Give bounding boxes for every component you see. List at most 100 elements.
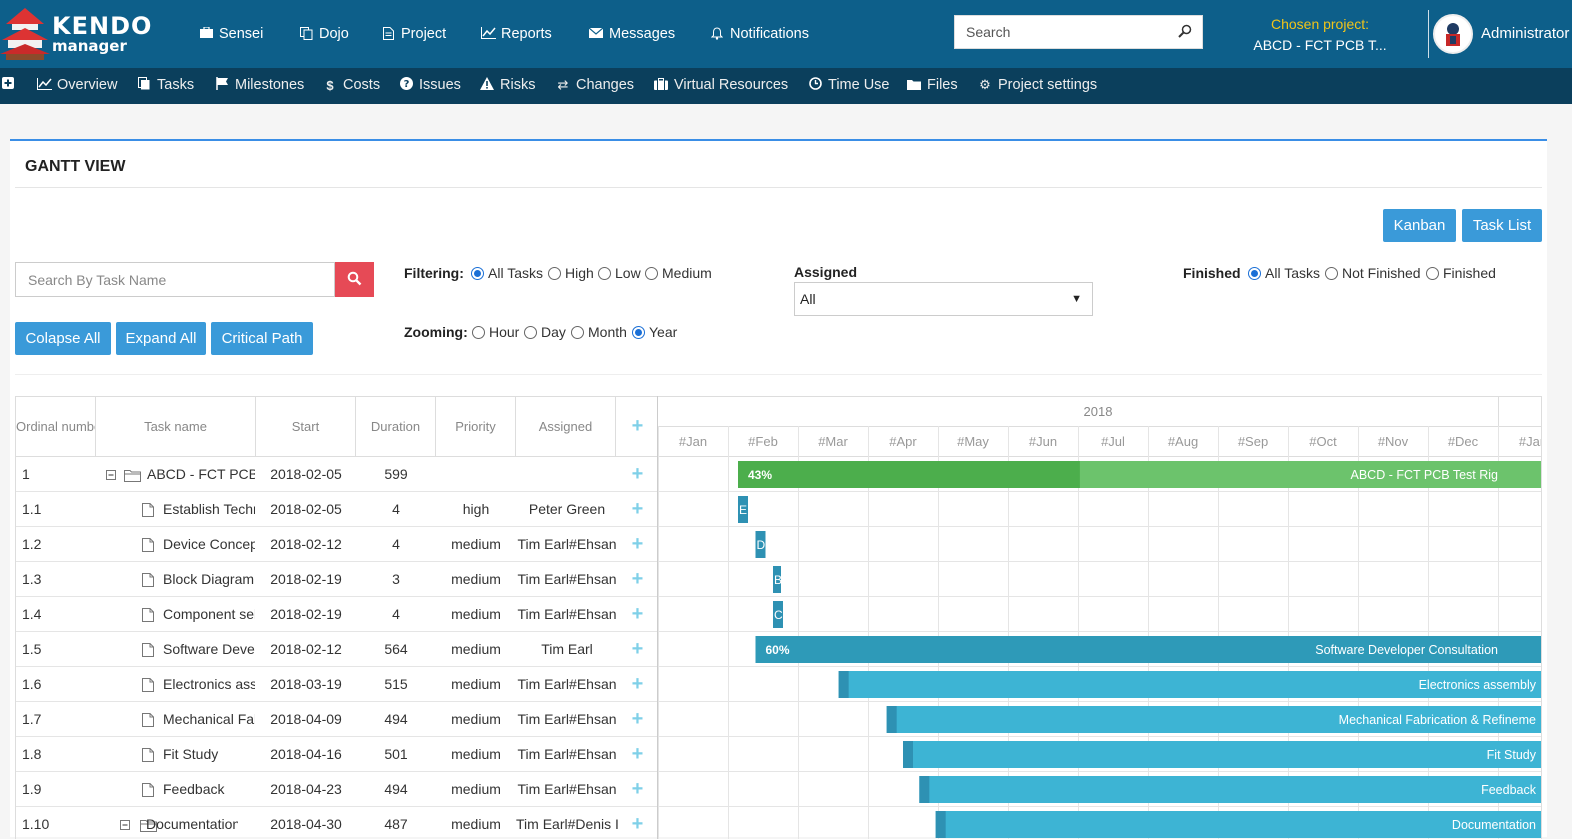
assigned-select[interactable]: All ▼ — [794, 282, 1093, 316]
cell-task-name: Establish Techn — [163, 501, 255, 517]
expand-all-button[interactable]: Expand All — [116, 322, 206, 355]
zoom-hour-radio[interactable]: Hour — [472, 324, 519, 340]
subnav-time-use[interactable]: Time Use — [807, 77, 890, 93]
brand-subtitle: manager — [52, 37, 127, 55]
table-row[interactable]: 1.3 Block Diagram 2018-02-19 3 medium Tim Ear… — [16, 562, 657, 597]
table-row[interactable]: 1.4 Component sele 2018-02-19 4 medium Tim Ea… — [16, 597, 657, 632]
table-row[interactable]: 1.5 Software Develo 2018-02-12 564 medium Tim… — [16, 632, 657, 667]
collapse-toggle-icon[interactable] — [120, 807, 134, 839]
nav-sensei[interactable]: Sensei — [198, 25, 263, 43]
subnav-project-settings[interactable]: ⚙ Project settings — [977, 77, 1097, 93]
search-icon[interactable] — [1178, 24, 1192, 41]
task-bar[interactable] — [738, 496, 748, 523]
assigned-label: Assigned — [794, 264, 858, 280]
month-label: #Jan — [1519, 434, 1542, 449]
svg-text:?: ? — [403, 79, 409, 90]
kanban-button[interactable]: Kanban — [1383, 209, 1456, 242]
collapse-all-button[interactable]: Colapse All — [15, 322, 111, 355]
task-search-input[interactable] — [15, 262, 335, 297]
user-name[interactable]: Administrator — [1481, 25, 1570, 42]
task-list-button[interactable]: Task List — [1462, 209, 1542, 242]
subnav-tasks[interactable]: Tasks — [136, 77, 194, 93]
add-subtask-plus-icon[interactable]: + — [631, 673, 644, 695]
column-priority[interactable]: Priority — [436, 396, 516, 457]
subnav-files[interactable]: Files — [906, 77, 958, 93]
briefcase-icon — [198, 26, 214, 41]
column-task-name[interactable]: Task name — [96, 396, 256, 457]
task-bar[interactable] — [919, 776, 1542, 803]
kendo-manager-logo[interactable]: KENDO manager — [0, 6, 151, 62]
cell-task-name: Documentation — [146, 816, 238, 832]
critical-path-button[interactable]: Critical Path — [211, 322, 313, 355]
nav-notifications[interactable]: Notifications — [709, 25, 809, 43]
caret-down-icon: ▼ — [1071, 293, 1082, 305]
month-label: #Jun — [1029, 434, 1057, 449]
finished-all-tasks-radio[interactable]: All Tasks — [1248, 265, 1320, 281]
avatar[interactable] — [1433, 14, 1473, 54]
zoom-month-radio[interactable]: Month — [571, 324, 627, 340]
year-label: 2018 — [1084, 404, 1113, 419]
filter-low-radio[interactable]: Low — [598, 265, 641, 281]
global-search-input[interactable] — [955, 16, 1175, 48]
file-icon — [142, 702, 158, 737]
cell-priority: medium — [451, 746, 501, 762]
task-bar[interactable] — [886, 706, 1542, 733]
task-bar[interactable] — [838, 671, 1542, 698]
cell-assigned: Tim Earl#Ehsan — [517, 711, 617, 727]
collapse-toggle-icon[interactable] — [106, 457, 120, 492]
subnav-risks[interactable]: Risks — [479, 77, 535, 93]
add-subtask-plus-icon[interactable]: + — [631, 708, 644, 730]
nav-messages[interactable]: Messages — [588, 25, 675, 43]
task-bar[interactable] — [935, 811, 1542, 838]
table-row[interactable]: 1.8 Fit Study 2018-04-16 501 medium Tim Earl#… — [16, 737, 657, 772]
project-subnav: Overview Tasks Milestones $ Costs ? Issues… — [0, 68, 1572, 104]
navbar-divider — [1428, 10, 1429, 58]
table-row[interactable]: 1.1 Establish Techn 2018-02-05 4 high Peter G… — [16, 492, 657, 527]
table-row[interactable]: 1.9 Feedback 2018-04-23 494 medium Tim Earl#E… — [16, 772, 657, 807]
task-bar[interactable] — [773, 566, 781, 593]
add-subtask-plus-icon[interactable]: + — [631, 603, 644, 625]
add-icon[interactable] — [2, 77, 14, 89]
table-row[interactable]: 1.7 Mechanical Fab 2018-04-09 494 medium Tim … — [16, 702, 657, 737]
column-start[interactable]: Start — [256, 396, 356, 457]
table-row[interactable]: 1.2 Device Concept 2018-02-12 4 medium Tim Ea… — [16, 527, 657, 562]
table-row[interactable]: 1.10 Documentation 2018-04-30 487 medium Tim … — [16, 807, 657, 839]
task-bar[interactable] — [903, 741, 1542, 768]
finished-finished-radio[interactable]: Finished — [1426, 265, 1496, 281]
zoom-year-radio[interactable]: Year — [632, 324, 677, 340]
task-bar[interactable] — [773, 601, 783, 628]
nav-reports[interactable]: Reports — [480, 25, 552, 43]
add-task-plus-icon[interactable]: + — [616, 396, 657, 457]
cell-assigned: Tim Earl#Ehsan — [517, 676, 617, 692]
finished-not-finished-radio[interactable]: Not Finished — [1325, 265, 1421, 281]
subnav-costs[interactable]: $ Costs — [322, 77, 380, 93]
subnav-overview[interactable]: Overview — [36, 77, 117, 93]
table-row[interactable]: 1 ABCD - FCT PCB T 2018-02-05 599 + — [16, 457, 657, 492]
chosen-project[interactable]: Chosen project: ABCD - FCT PCB T... — [1240, 16, 1400, 53]
subnav-virtual-resources[interactable]: Virtual Resources — [653, 77, 788, 93]
cell-priority: high — [462, 501, 490, 517]
filter-high-radio[interactable]: High — [548, 265, 594, 281]
task-search-button[interactable] — [335, 262, 374, 297]
nav-dojo[interactable]: Dojo — [298, 25, 349, 43]
add-subtask-plus-icon[interactable]: + — [631, 498, 644, 520]
column-duration[interactable]: Duration — [356, 396, 436, 457]
table-row[interactable]: 1.6 Electronics asse 2018-03-19 515 medium Ti… — [16, 667, 657, 702]
add-subtask-plus-icon[interactable]: + — [631, 463, 644, 485]
column-assigned[interactable]: Assigned — [516, 396, 616, 457]
add-subtask-plus-icon[interactable]: + — [631, 568, 644, 590]
add-subtask-plus-icon[interactable]: + — [631, 813, 644, 835]
subnav-issues[interactable]: ? Issues — [398, 77, 461, 93]
task-bar[interactable] — [755, 531, 766, 558]
filter-medium-radio[interactable]: Medium — [645, 265, 712, 281]
nav-project[interactable]: Project — [380, 25, 446, 43]
add-subtask-plus-icon[interactable]: + — [631, 533, 644, 555]
zoom-day-radio[interactable]: Day — [524, 324, 566, 340]
subnav-milestones[interactable]: Milestones — [214, 77, 304, 93]
add-subtask-plus-icon[interactable]: + — [631, 743, 644, 765]
add-subtask-plus-icon[interactable]: + — [631, 778, 644, 800]
filter-all-tasks-radio[interactable]: All Tasks — [471, 265, 543, 281]
subnav-changes[interactable]: ⇄ Changes — [555, 77, 635, 93]
add-subtask-plus-icon[interactable]: + — [631, 638, 644, 660]
column-ordinal[interactable]: Ordinal numbe — [16, 396, 96, 457]
